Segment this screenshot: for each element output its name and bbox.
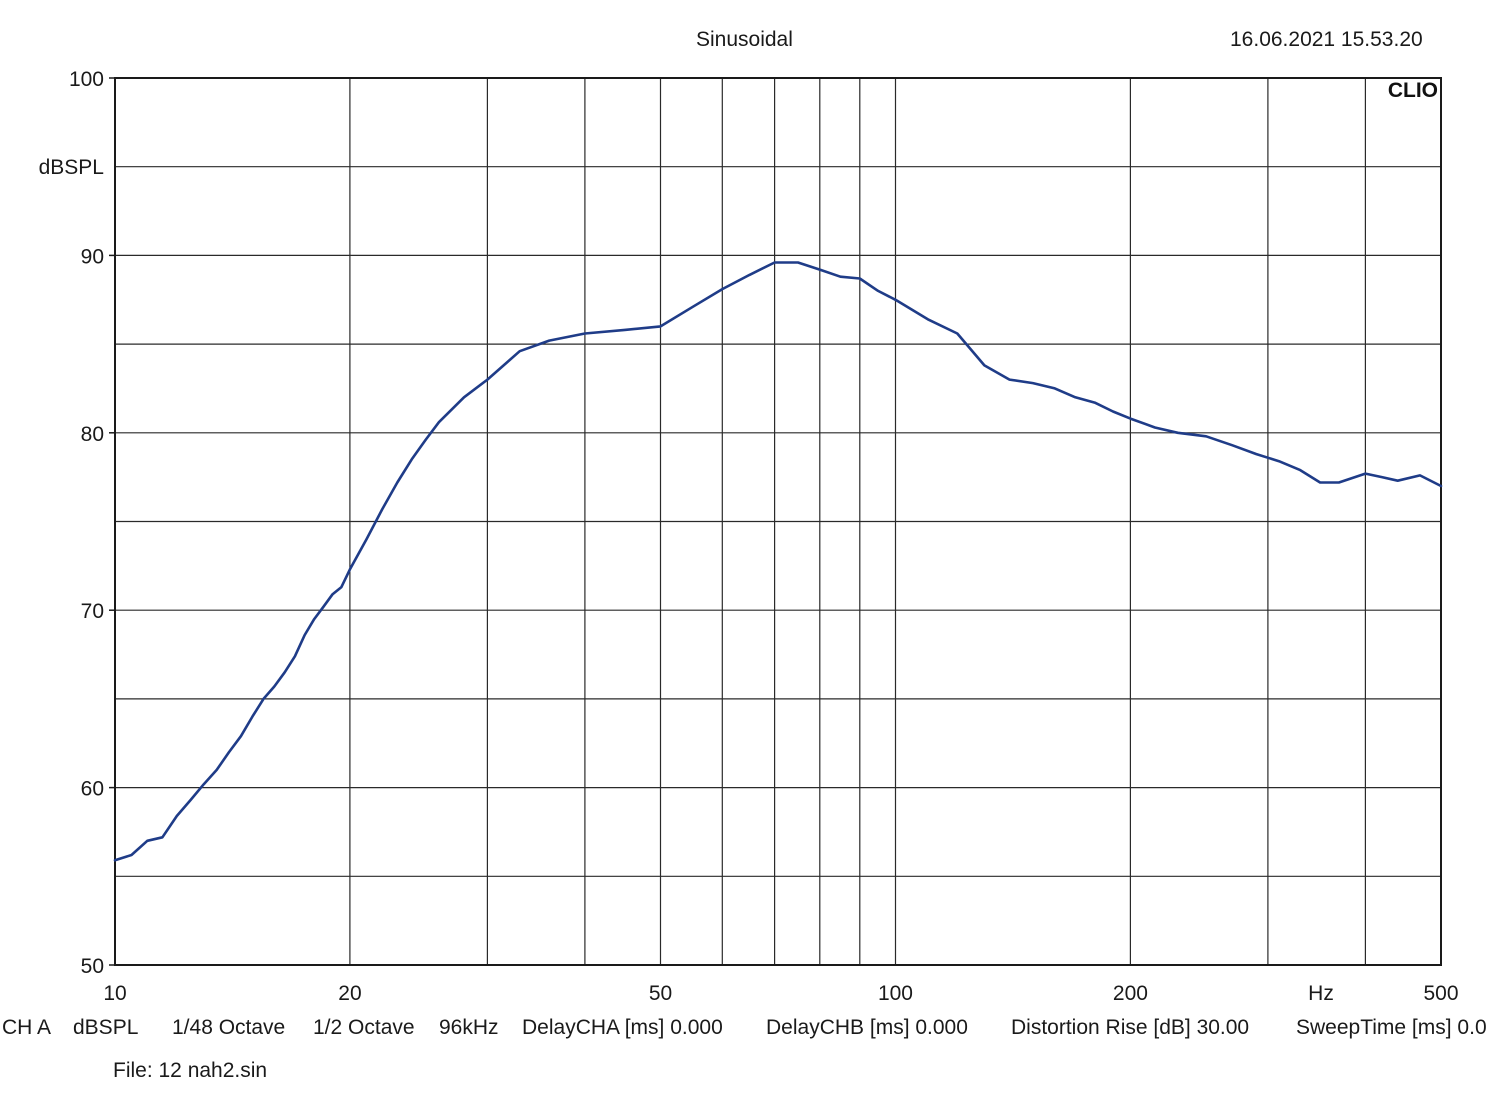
x-axis-label: Hz (1308, 982, 1334, 1005)
x-tick-label: 200 (1113, 982, 1148, 1005)
y-axis-label: dBSPL (39, 156, 104, 179)
file-name: File: 12 nah2.sin (113, 1059, 268, 1082)
clio-logo: CLIO (1388, 79, 1438, 102)
y-tick-label: 90 (81, 245, 104, 268)
x-tick-label: 100 (878, 982, 913, 1005)
y-tick-label: 80 (81, 423, 104, 446)
plot-frame (114, 77, 1442, 966)
footer-distortion-rise: Distortion Rise [dB] 30.00 (1011, 1016, 1250, 1039)
chart-title: Sinusoidal (696, 28, 793, 51)
footer-channel: CH A (2, 1016, 52, 1039)
plot-area: 50 60 70 80 90 100 10 20 50 100 200 500 dBSPL Hz CLIO (39, 68, 1459, 1005)
y-tick-label: 70 (81, 600, 104, 623)
footer-sample-rate: 96kHz (439, 1016, 499, 1039)
footer-smoothing: 1/2 Octave (313, 1016, 415, 1039)
measurement-settings-bar: CH A dBSPL 1/48 Octave 1/2 Octave 96kHz … (0, 1016, 1500, 1050)
y-tick-label: 60 (81, 778, 104, 801)
x-tick-label: 500 (1423, 982, 1458, 1005)
x-tick-label: 10 (103, 982, 126, 1005)
footer-delay-cha: DelayCHA [ms] 0.000 (522, 1016, 723, 1039)
x-tick-label: 50 (649, 982, 672, 1005)
footer-sweep-time: SweepTime [ms] 0.0 (1296, 1016, 1487, 1039)
y-tick-label: 100 (69, 68, 104, 91)
footer-unit: dBSPL (73, 1016, 139, 1039)
spl-response-line (113, 261, 1443, 862)
x-tick-label: 20 (338, 982, 361, 1005)
y-tick-label: 50 (81, 955, 104, 978)
footer-resolution: 1/48 Octave (172, 1016, 286, 1039)
chart-datetime: 16.06.2021 15.53.20 (1230, 28, 1423, 51)
footer-delay-chb: DelayCHB [ms] 0.000 (766, 1016, 968, 1039)
